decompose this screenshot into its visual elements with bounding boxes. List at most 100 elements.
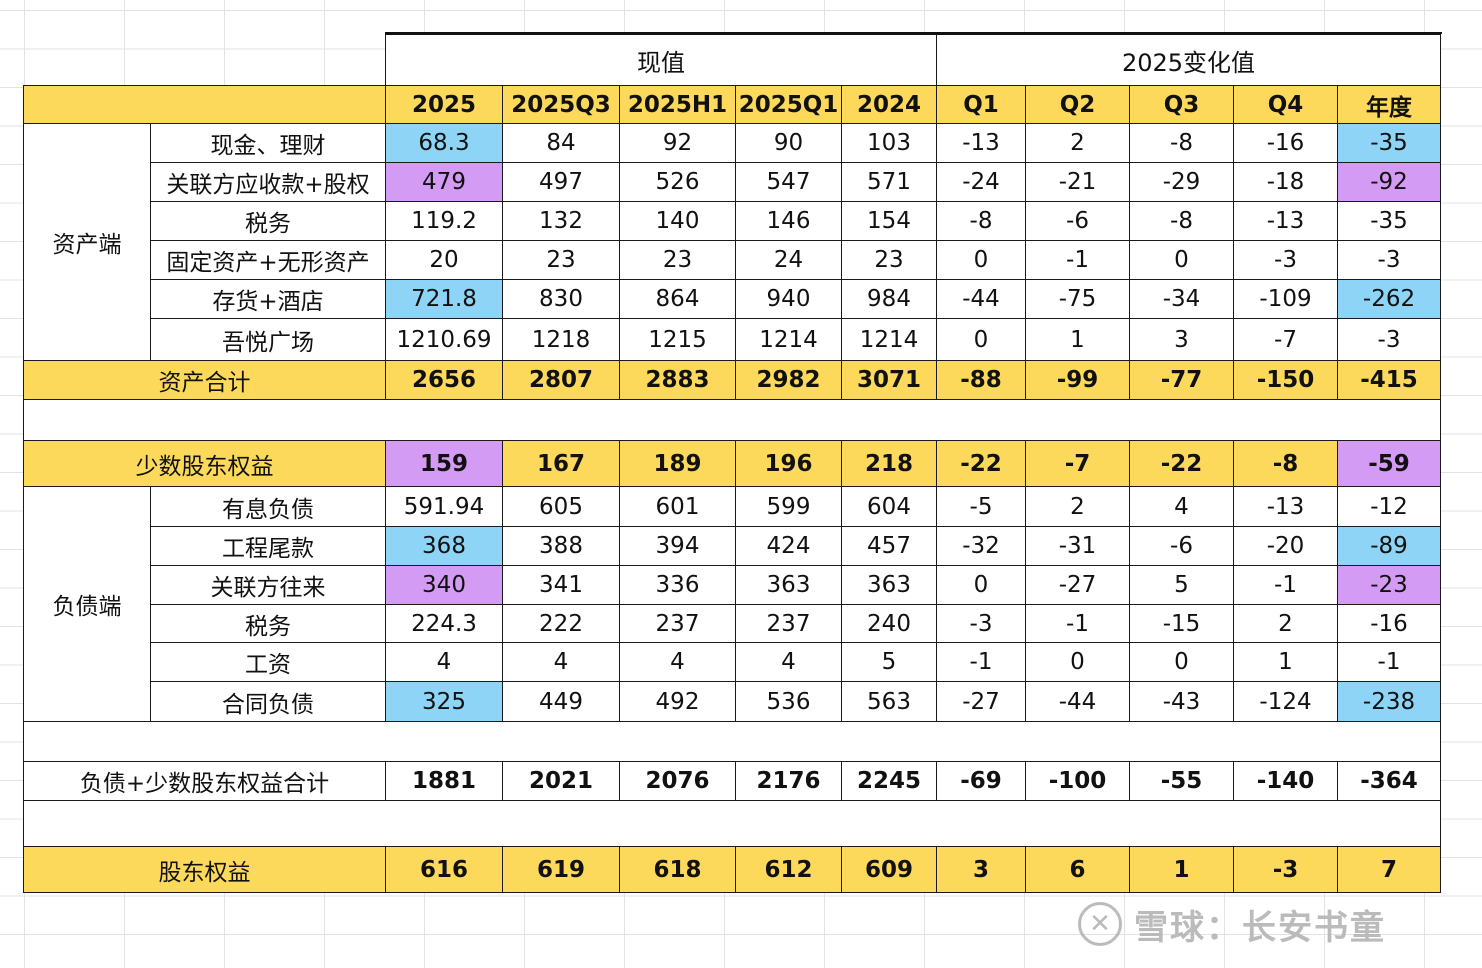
liability-row-cell[interactable]: 2 [1233,604,1338,643]
asset-row-cell[interactable]: 2 [1025,123,1130,163]
asset-row-cell[interactable]: -7 [1233,318,1338,361]
liability-row-cell[interactable]: 591.94 [385,486,503,527]
liability-row-cell[interactable]: 4 [1129,486,1234,527]
asset-row-cell[interactable]: -109 [1233,279,1338,319]
asset-row-cell[interactable]: -35 [1337,201,1441,241]
liability-row-cell[interactable]: -1 [1025,604,1130,643]
asset-row-cell[interactable]: 497 [502,162,620,202]
asset-row-cell[interactable]: 154 [841,201,937,241]
liab-minority-total-cell[interactable]: -100 [1025,761,1130,801]
liability-row-cell[interactable]: 5 [1129,565,1234,605]
equity-cell[interactable]: 3 [936,846,1026,893]
minority-cell[interactable]: -22 [1129,440,1234,487]
asset-row-cell[interactable]: -1 [1025,240,1130,280]
asset-row-cell[interactable]: -8 [1129,201,1234,241]
liability-row-cell[interactable]: 0 [1129,642,1234,682]
asset-row-cell[interactable]: 1210.69 [385,318,503,361]
liability-row-cell[interactable]: 222 [502,604,620,643]
asset-row-cell[interactable]: -34 [1129,279,1234,319]
liability-row-cell[interactable]: 536 [735,681,842,722]
liability-row-cell[interactable]: -124 [1233,681,1338,722]
minority-cell[interactable]: 196 [735,440,842,487]
liability-row-cell[interactable]: 2 [1025,486,1130,527]
liability-row-cell[interactable]: 599 [735,486,842,527]
liability-row-cell[interactable]: -27 [936,681,1026,722]
equity-cell[interactable]: -3 [1233,846,1338,893]
asset-row-cell[interactable]: -3 [1337,318,1441,361]
asset-row-cell[interactable]: 0 [1129,240,1234,280]
asset-row-cell[interactable]: -8 [936,201,1026,241]
liability-row-cell[interactable]: 4 [385,642,503,682]
liability-row-cell[interactable]: 363 [735,565,842,605]
asset-row-cell[interactable]: 526 [619,162,736,202]
assets-total-cell[interactable]: -77 [1129,360,1234,400]
assets-total-cell[interactable]: -88 [936,360,1026,400]
asset-row-cell[interactable]: 984 [841,279,937,319]
minority-cell[interactable]: -8 [1233,440,1338,487]
liability-row-cell[interactable]: 4 [502,642,620,682]
liability-row-cell[interactable]: 0 [1025,642,1130,682]
asset-row-cell[interactable]: -92 [1337,162,1441,202]
asset-row-cell[interactable]: 479 [385,162,503,202]
liab-minority-total-cell[interactable]: 2176 [735,761,842,801]
asset-row-cell[interactable]: 24 [735,240,842,280]
asset-row-cell[interactable]: -262 [1337,279,1441,319]
asset-row-cell[interactable]: 103 [841,123,937,163]
asset-row-cell[interactable]: 830 [502,279,620,319]
liability-row-cell[interactable]: 368 [385,526,503,566]
asset-row-cell[interactable]: 132 [502,201,620,241]
liability-row-cell[interactable]: 341 [502,565,620,605]
asset-row-cell[interactable]: -3 [1337,240,1441,280]
equity-cell[interactable]: 612 [735,846,842,893]
liability-row-cell[interactable]: 563 [841,681,937,722]
liability-row-cell[interactable]: 5 [841,642,937,682]
liability-row-cell[interactable]: -31 [1025,526,1130,566]
liability-row-cell[interactable]: 363 [841,565,937,605]
liability-row-cell[interactable]: -44 [1025,681,1130,722]
liability-row-cell[interactable]: -23 [1337,565,1441,605]
liability-row-cell[interactable]: -1 [1337,642,1441,682]
asset-row-cell[interactable]: 20 [385,240,503,280]
liab-minority-total-cell[interactable]: 2021 [502,761,620,801]
liability-row-cell[interactable]: 388 [502,526,620,566]
asset-row-cell[interactable]: 940 [735,279,842,319]
asset-row-cell[interactable]: 1 [1025,318,1130,361]
assets-total-cell[interactable]: 3071 [841,360,937,400]
liability-row-cell[interactable]: -12 [1337,486,1441,527]
asset-row-cell[interactable]: -18 [1233,162,1338,202]
asset-row-cell[interactable]: 3 [1129,318,1234,361]
asset-row-cell[interactable]: -21 [1025,162,1130,202]
assets-total-cell[interactable]: -415 [1337,360,1441,400]
liab-minority-total-cell[interactable]: 2076 [619,761,736,801]
liability-row-cell[interactable]: -5 [936,486,1026,527]
liability-row-cell[interactable]: 492 [619,681,736,722]
liability-row-cell[interactable]: 224.3 [385,604,503,643]
minority-cell[interactable]: 189 [619,440,736,487]
asset-row-cell[interactable]: -35 [1337,123,1441,163]
asset-row-cell[interactable]: 1215 [619,318,736,361]
liability-row-cell[interactable]: -238 [1337,681,1441,722]
liability-row-cell[interactable]: 237 [619,604,736,643]
minority-cell[interactable]: -22 [936,440,1026,487]
liability-row-cell[interactable]: 0 [936,565,1026,605]
equity-cell[interactable]: 6 [1025,846,1130,893]
minority-cell[interactable]: -59 [1337,440,1441,487]
asset-row-cell[interactable]: 119.2 [385,201,503,241]
liability-row-cell[interactable]: 336 [619,565,736,605]
assets-total-cell[interactable]: -150 [1233,360,1338,400]
assets-total-cell[interactable]: 2982 [735,360,842,400]
asset-row-cell[interactable]: 23 [841,240,937,280]
assets-total-cell[interactable]: 2656 [385,360,503,400]
asset-row-cell[interactable]: -29 [1129,162,1234,202]
minority-cell[interactable]: 167 [502,440,620,487]
liability-row-cell[interactable]: 424 [735,526,842,566]
liability-row-cell[interactable]: 394 [619,526,736,566]
asset-row-cell[interactable]: -16 [1233,123,1338,163]
equity-cell[interactable]: 609 [841,846,937,893]
asset-row-cell[interactable]: 23 [502,240,620,280]
asset-row-cell[interactable]: 1214 [841,318,937,361]
liability-row-cell[interactable]: 340 [385,565,503,605]
liab-minority-total-cell[interactable]: -69 [936,761,1026,801]
liab-minority-total-cell[interactable]: 2245 [841,761,937,801]
minority-cell[interactable]: -7 [1025,440,1130,487]
